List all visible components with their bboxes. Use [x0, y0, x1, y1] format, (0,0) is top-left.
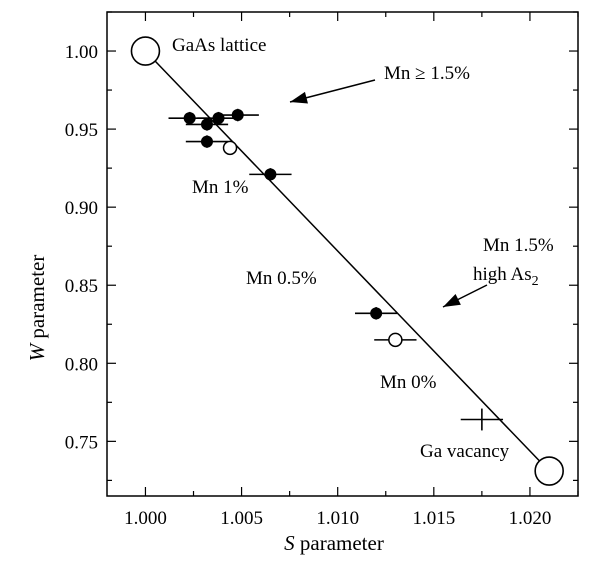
arrow-mn-high-head	[290, 91, 308, 104]
y-tick-label: 0.75	[65, 432, 98, 453]
endpoint-marker	[534, 456, 564, 486]
endpoint-marker	[130, 36, 161, 66]
data-point-open	[388, 332, 403, 348]
y-axis-title: W parameter	[25, 255, 49, 362]
annotation-mn05: Mn 0.5%	[246, 268, 317, 289]
data-point-filled	[212, 112, 225, 125]
annotation-mn0: Mn 0%	[380, 372, 437, 393]
annotation-mn15: Mn ≥ 1.5%	[384, 63, 470, 84]
x-tick-label: 1.020	[509, 508, 552, 529]
y-tick-label: 1.00	[65, 42, 98, 63]
x-tick-label: 1.010	[316, 508, 359, 529]
y-tick-label: 0.95	[65, 120, 98, 141]
data-point-filled	[200, 135, 213, 148]
y-tick-label: 0.80	[65, 354, 98, 375]
x-axis-title: S parameter	[284, 531, 384, 555]
annotation-mn1: Mn 1%	[192, 177, 249, 198]
reference-line	[144, 50, 550, 472]
annotation-mn15high2: high As2	[473, 264, 539, 289]
data-point-open	[222, 140, 238, 156]
y-tick-label: 0.85	[65, 276, 98, 297]
x-tick-label: 1.005	[220, 508, 263, 529]
y-tick-label: 0.90	[65, 198, 98, 219]
annotation-gaas: GaAs lattice	[172, 35, 266, 56]
data-point-filled	[231, 109, 244, 122]
data-point-filled	[200, 118, 213, 131]
x-tick-label: 1.000	[124, 508, 167, 529]
annotation-gavac: Ga vacancy	[420, 441, 510, 462]
plot-frame	[106, 11, 579, 497]
x-tick-label: 1.015	[412, 508, 455, 529]
data-point-filled	[370, 307, 383, 320]
data-point-filled	[183, 112, 196, 125]
annotation-mn15high1: Mn 1.5%	[483, 235, 554, 256]
data-point-filled	[264, 168, 277, 181]
arrow-high-as-head	[443, 294, 461, 307]
